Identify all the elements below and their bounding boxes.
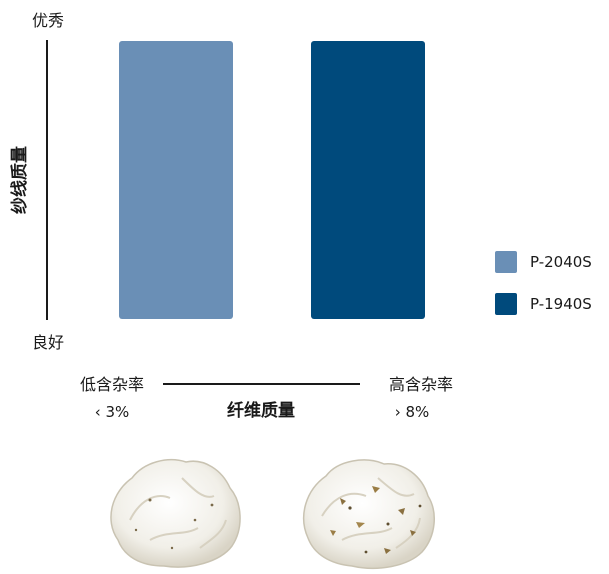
- y-top-label: 优秀: [32, 11, 64, 30]
- legend-swatch-p-2040s: [495, 251, 517, 273]
- bar-p-1940s: [311, 41, 425, 319]
- bar-p-2040s: [119, 41, 233, 319]
- x-left-label: 低含杂率: [80, 375, 144, 394]
- legend-label-p-2040s: P-2040S: [530, 253, 592, 271]
- cotton-sample-low-trash: [110, 458, 241, 568]
- legend: P-2040S P-1940S: [495, 251, 592, 315]
- legend-swatch-p-1940s: [495, 293, 517, 315]
- y-axis-title: 纱线质量: [9, 146, 30, 214]
- y-bottom-label: 良好: [32, 333, 64, 352]
- x-left-sub: ‹ 3%: [95, 403, 130, 421]
- x-right-sub: › 8%: [395, 403, 430, 421]
- x-right-label: 高含杂率: [389, 375, 453, 394]
- x-axis-title: 纤维质量: [227, 400, 295, 421]
- legend-label-p-1940s: P-1940S: [530, 295, 592, 313]
- bars-group: [119, 41, 425, 319]
- cotton-sample-high-trash: [303, 459, 435, 570]
